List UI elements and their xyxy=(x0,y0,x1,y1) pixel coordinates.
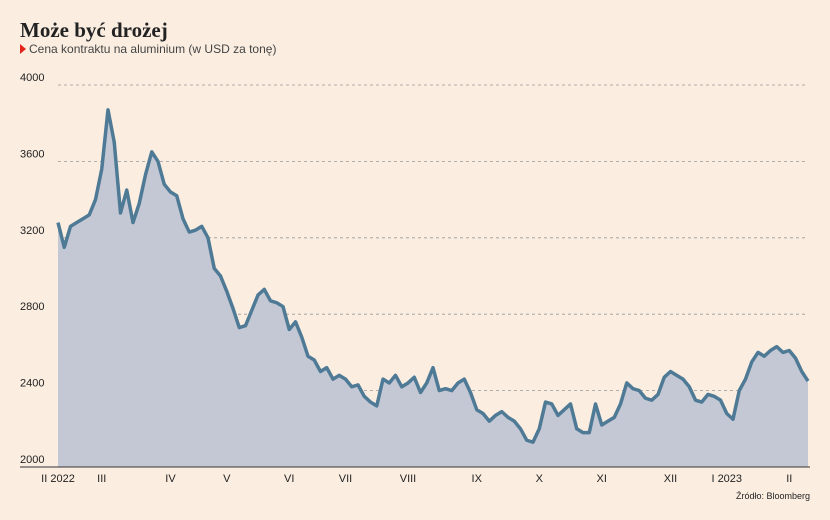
source: Źródło: Bloomberg xyxy=(736,491,810,501)
x-tick-label: IX xyxy=(472,473,483,485)
y-tick-label: 2800 xyxy=(20,301,44,313)
y-tick-label: 2000 xyxy=(20,454,44,466)
x-tick-label: III xyxy=(97,473,106,485)
y-tick-label: 3600 xyxy=(20,148,44,160)
x-tick-label: VI xyxy=(284,473,294,485)
chart-title: Może być drożej xyxy=(20,18,168,42)
line xyxy=(56,108,810,444)
x-tick-label: I 2023 xyxy=(711,473,742,485)
y-tick-label: 3200 xyxy=(20,225,44,237)
x-tick-label: XI xyxy=(597,473,607,485)
x-tick-label: XII xyxy=(664,473,677,485)
x-tick-label: VII xyxy=(339,473,352,485)
x-tick-label: II xyxy=(786,473,792,485)
subtitle-marker xyxy=(20,44,26,54)
x-tick-label: IV xyxy=(165,473,176,485)
y-tick-label: 4000 xyxy=(20,72,44,84)
y-tick-label: 2400 xyxy=(20,378,44,390)
x-tick-label: X xyxy=(536,473,544,485)
x-tick-label: VIII xyxy=(400,473,417,485)
area xyxy=(58,109,808,467)
x-tick-label: II 2022 xyxy=(41,473,75,485)
chart-subtitle: Cena kontraktu na aluminium (w USD za to… xyxy=(29,42,276,56)
x-tick-label: V xyxy=(223,473,231,485)
